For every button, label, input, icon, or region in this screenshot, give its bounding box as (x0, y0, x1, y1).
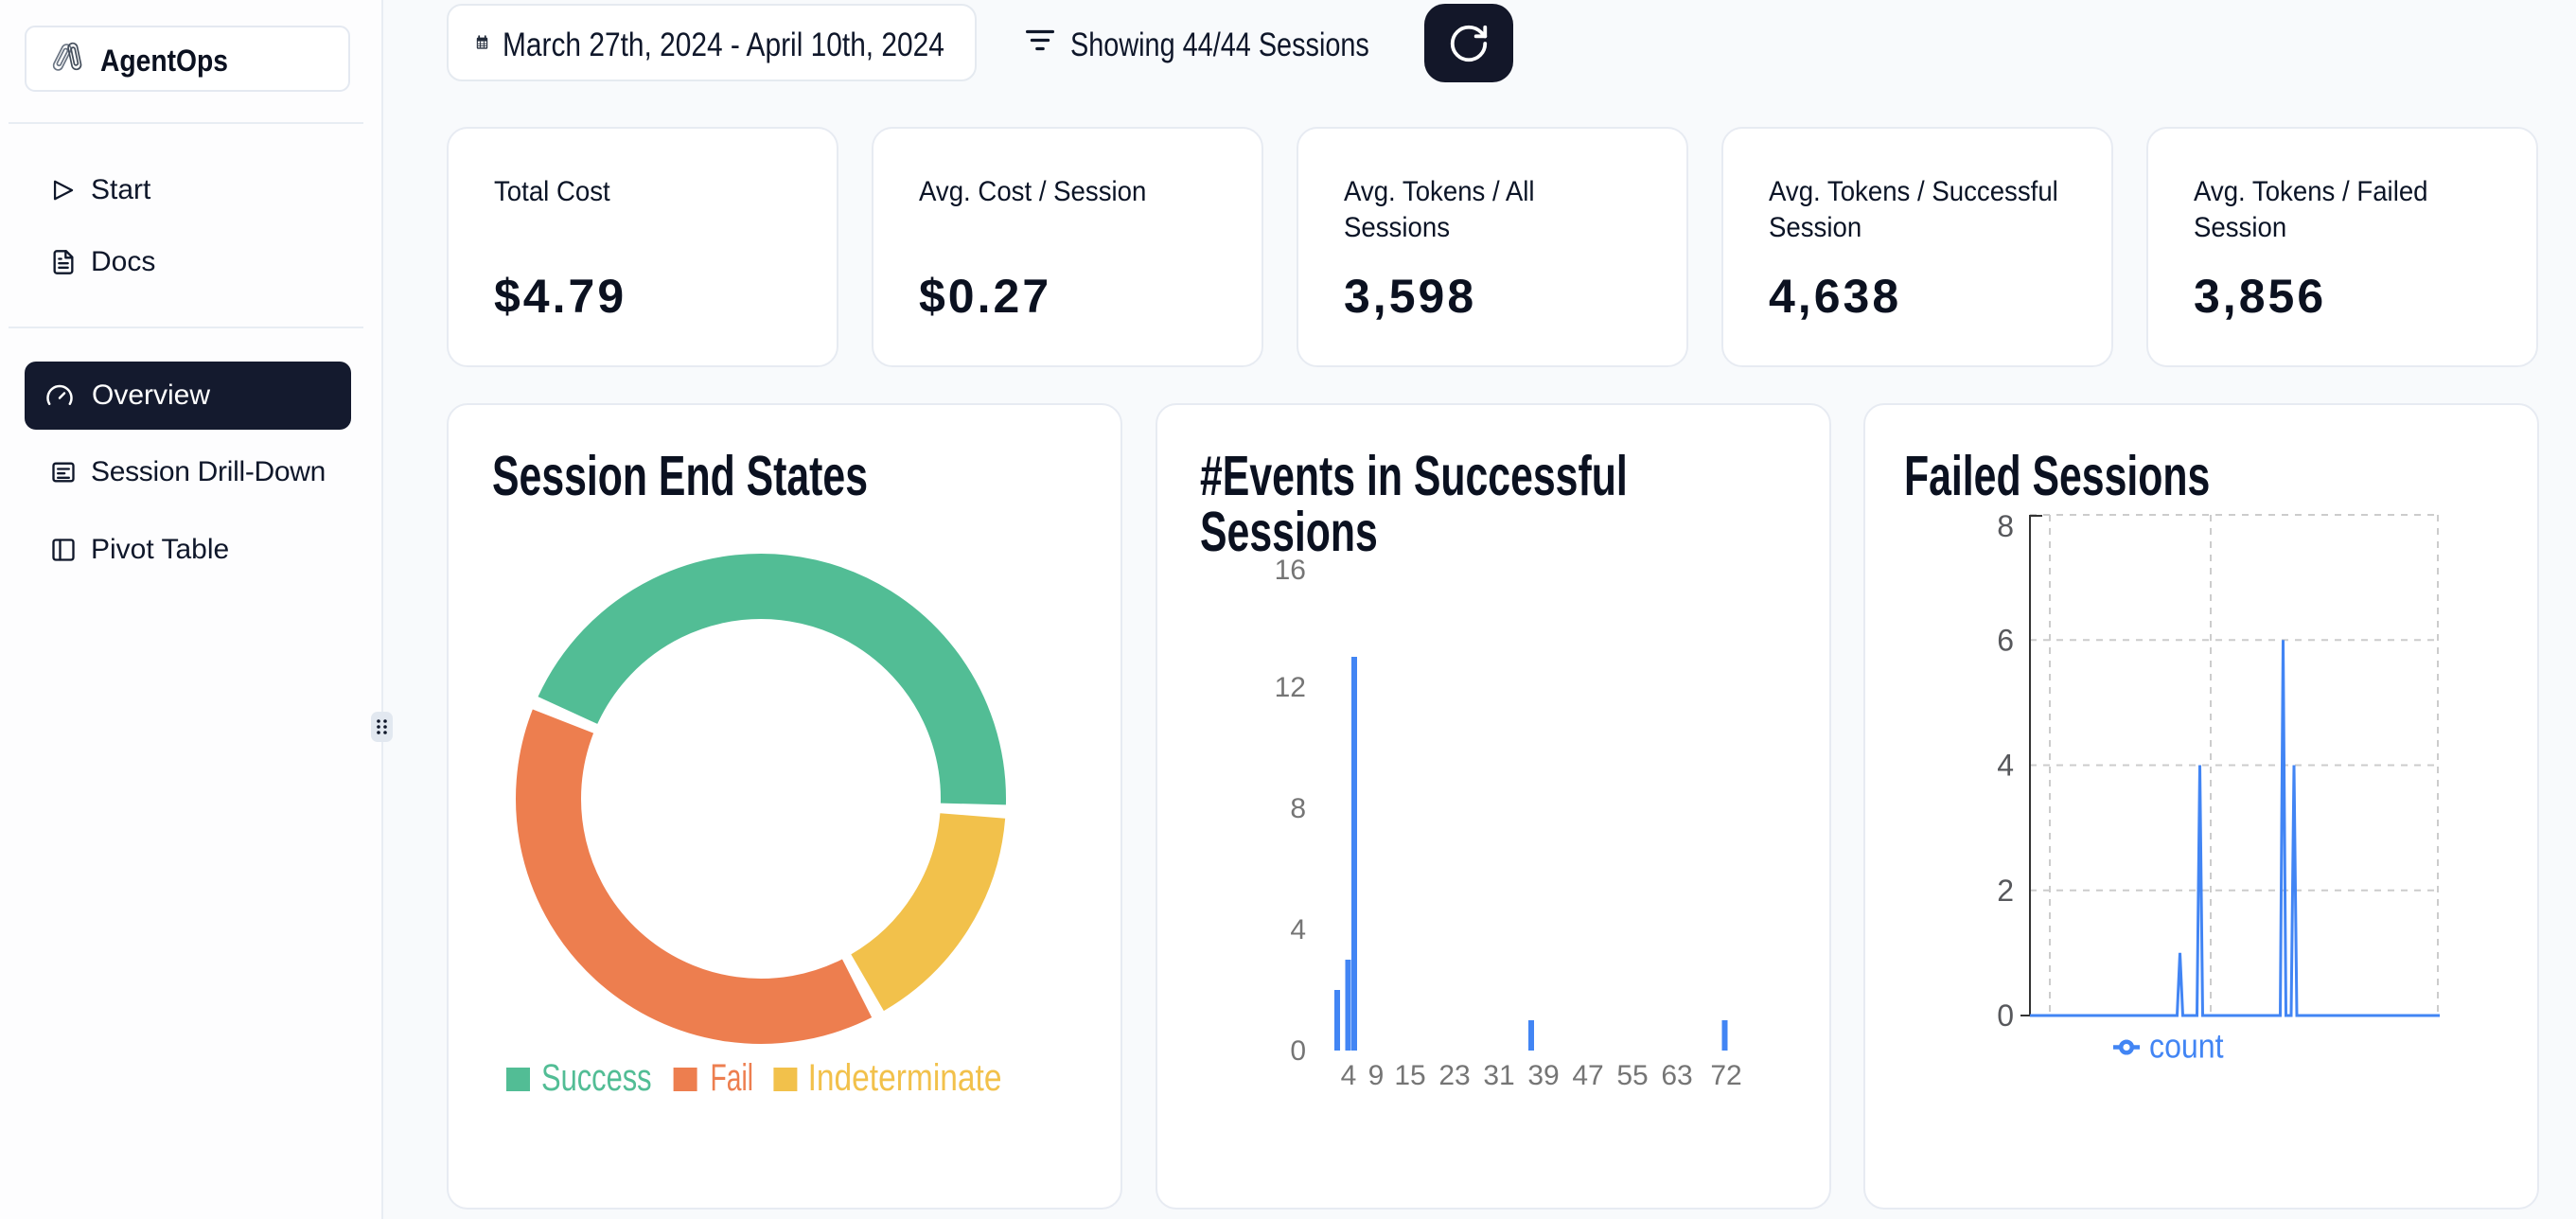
svg-text:4: 4 (1290, 914, 1306, 945)
svg-text:16: 16 (1275, 555, 1306, 586)
svg-text:63: 63 (1661, 1060, 1692, 1091)
svg-text:23: 23 (1438, 1060, 1470, 1091)
svg-text:Indeterminate: Indeterminate (808, 1057, 1002, 1099)
svg-text:0: 0 (1290, 1035, 1306, 1067)
svg-text:0: 0 (1997, 998, 2014, 1033)
svg-text:47: 47 (1572, 1060, 1603, 1091)
svg-text:12: 12 (1275, 672, 1306, 703)
svg-text:8: 8 (1997, 509, 2014, 543)
svg-text:39: 39 (1527, 1060, 1559, 1091)
svg-text:Fail: Fail (711, 1057, 754, 1099)
svg-text:72: 72 (1710, 1060, 1741, 1091)
svg-text:8: 8 (1290, 793, 1306, 824)
svg-text:6: 6 (1997, 623, 2014, 657)
svg-text:2: 2 (1997, 874, 2014, 908)
svg-text:4: 4 (1341, 1060, 1357, 1091)
svg-text:4: 4 (1997, 749, 2014, 783)
svg-text:count: count (2149, 1027, 2224, 1066)
svg-text:55: 55 (1616, 1060, 1648, 1091)
svg-text:Success: Success (541, 1057, 652, 1099)
svg-text:15: 15 (1394, 1060, 1425, 1091)
svg-text:9: 9 (1368, 1060, 1385, 1091)
svg-text:31: 31 (1483, 1060, 1514, 1091)
